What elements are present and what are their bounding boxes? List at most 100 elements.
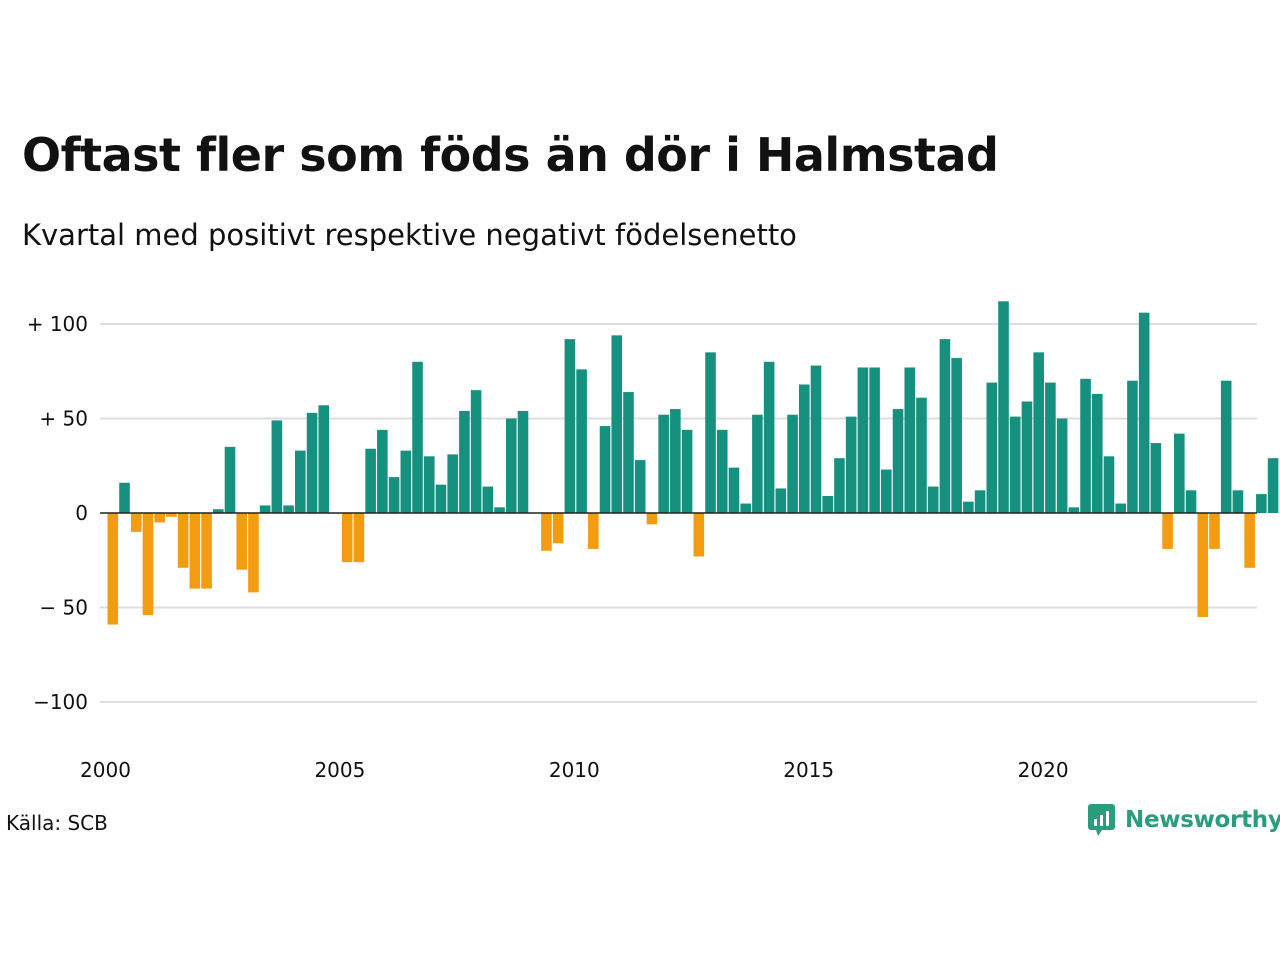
bar [1150,443,1162,513]
bar [775,488,787,513]
bar [939,339,951,513]
bar [916,397,927,513]
bar [505,418,517,513]
bar [822,495,834,513]
bar [1244,513,1255,568]
bar [904,367,916,513]
bar [752,414,763,513]
bar [341,513,353,563]
bar [177,513,189,568]
bar [892,409,904,513]
bar [986,382,998,513]
y-tick-label: − 50 [39,596,88,620]
chart-subtitle: Kvartal med positivt respektive negativt… [22,218,797,252]
y-tick-label: + 50 [39,407,88,431]
bar [728,467,740,513]
bar [412,361,423,513]
bar [716,429,728,513]
bar [400,450,412,513]
x-tick-label: 2010 [549,758,600,782]
bar [295,450,306,513]
bar [224,446,236,513]
bar [435,484,447,513]
bar [107,513,119,625]
bar [388,477,400,513]
bar [576,369,587,513]
bar [259,505,271,513]
bar [1232,490,1244,513]
bar [166,513,177,517]
bar [1021,401,1033,513]
bar [588,513,599,549]
bar [283,505,294,513]
bar [670,409,681,513]
bar [611,335,623,513]
bar [857,367,869,513]
bar [834,458,845,513]
bar [494,507,505,513]
bar [1162,513,1173,549]
bar [189,513,201,589]
bar [1209,513,1220,549]
bar [1267,458,1279,513]
bar [236,513,248,570]
bar [564,339,576,513]
x-tick-label: 2015 [783,758,834,782]
x-axis-ticks: 2000 2005 2010 2015 2020 [80,758,1069,782]
bars [107,301,1279,625]
bar [1045,382,1056,513]
bar [541,513,552,551]
bar [377,429,388,513]
bar [517,410,529,513]
bar [1256,494,1267,513]
bar [1033,352,1044,513]
y-tick-label: −100 [33,690,88,714]
bar [810,365,822,513]
bar [423,456,435,513]
bar [623,392,634,513]
bar [212,509,224,513]
bar [787,414,798,513]
bar [1197,513,1209,617]
bar [740,503,751,513]
bar-chart: + 100 + 50 0 − 50 −100 2000 2005 2010 2015 2020 [27,301,1279,782]
bar [881,469,892,513]
bar [1056,418,1068,513]
bar [1220,380,1232,513]
newsworthy-logo-text: Newsworthy [1125,807,1280,833]
x-tick-label: 2020 [1018,758,1069,782]
bar [353,513,365,563]
bar [599,426,611,513]
bar [482,486,494,513]
newsworthy-logo[interactable]: Newsworthy [1087,803,1280,837]
bar [1174,433,1185,513]
bar [1127,380,1138,513]
bar [927,486,939,513]
bar [963,501,974,513]
bar [201,513,212,589]
x-tick-label: 2000 [80,758,131,782]
bar [646,513,658,525]
x-tick-label: 2005 [314,758,365,782]
bar [1080,378,1091,513]
bar [681,429,693,513]
bar [1103,456,1115,513]
chart-title: Oftast fler som föds än dör i Halmstad [22,128,999,182]
bar [271,420,283,513]
bar [459,410,470,513]
bar [470,390,482,513]
bar [1185,490,1197,513]
bar [142,513,154,616]
bar [248,513,259,593]
bar [318,405,330,513]
bar [951,358,962,513]
bar [634,460,646,513]
bar [119,482,130,513]
bar [1068,507,1080,513]
source-note: Källa: SCB [6,811,108,835]
bar [998,301,1009,513]
bar [705,352,716,513]
bar [869,367,880,513]
y-tick-label: 0 [75,501,88,525]
bar [365,448,376,513]
